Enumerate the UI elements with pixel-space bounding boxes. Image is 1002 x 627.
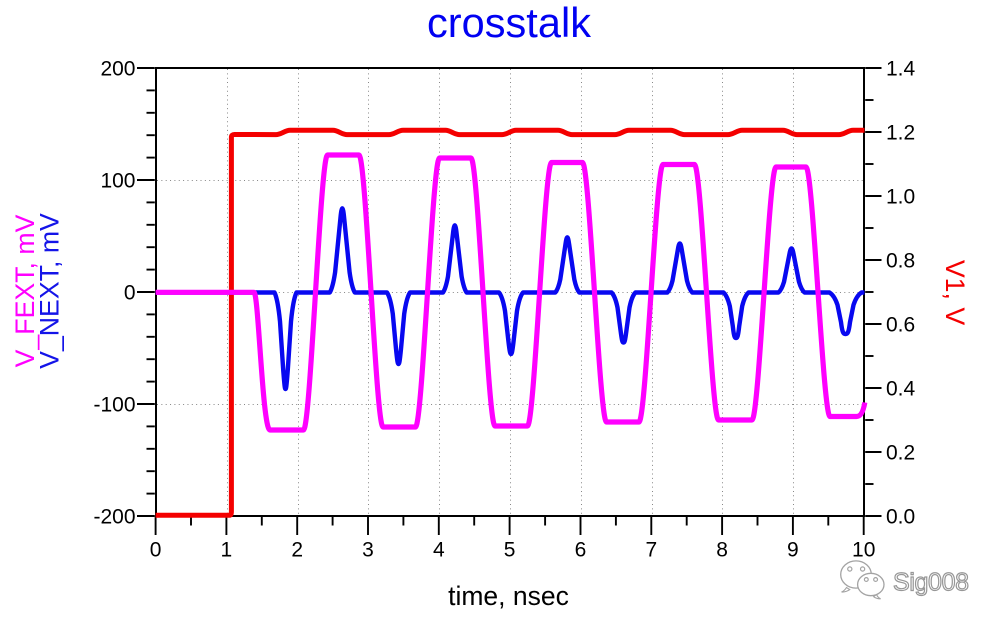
- svg-text:0.6: 0.6: [886, 313, 915, 336]
- svg-text:Sig008: Sig008: [893, 568, 969, 596]
- svg-text:0.8: 0.8: [886, 249, 915, 272]
- svg-text:7: 7: [645, 539, 657, 562]
- svg-text:1.4: 1.4: [886, 57, 916, 80]
- svg-text:1.2: 1.2: [886, 121, 915, 144]
- svg-text:V_FEXT, mV: V_FEXT, mV: [10, 214, 40, 367]
- svg-text:200: 200: [100, 57, 135, 80]
- svg-text:V1, V: V1, V: [940, 260, 970, 325]
- svg-text:0: 0: [150, 539, 162, 562]
- svg-text:0.0: 0.0: [886, 505, 915, 528]
- svg-text:1: 1: [221, 539, 233, 562]
- svg-text:5: 5: [504, 539, 516, 562]
- svg-text:6: 6: [575, 539, 587, 562]
- svg-text:0: 0: [124, 281, 136, 304]
- svg-text:0.2: 0.2: [886, 441, 915, 464]
- svg-text:V_NEXT, mV: V_NEXT, mV: [34, 213, 64, 369]
- svg-text:-200: -200: [93, 505, 135, 528]
- svg-text:100: 100: [100, 169, 135, 192]
- svg-text:time, nsec: time, nsec: [448, 581, 569, 611]
- svg-text:10: 10: [852, 539, 875, 562]
- svg-text:0.4: 0.4: [886, 377, 916, 400]
- svg-text:8: 8: [716, 539, 728, 562]
- svg-text:crosstalk: crosstalk: [427, 0, 591, 46]
- svg-text:1.0: 1.0: [886, 185, 915, 208]
- svg-text:4: 4: [433, 539, 445, 562]
- svg-text:9: 9: [787, 539, 799, 562]
- svg-text:-100: -100: [93, 393, 135, 416]
- svg-text:3: 3: [362, 539, 374, 562]
- svg-text:2: 2: [291, 539, 303, 562]
